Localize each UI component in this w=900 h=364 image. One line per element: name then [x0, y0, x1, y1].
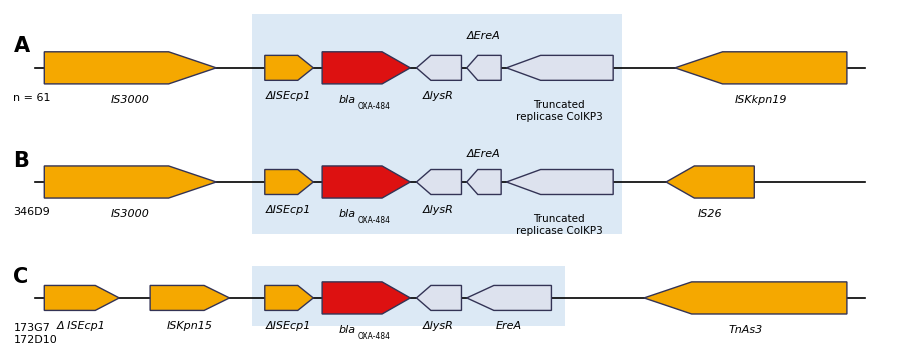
Text: ΔEreA: ΔEreA	[466, 31, 500, 41]
Text: ΔlysR: ΔlysR	[423, 321, 454, 331]
Polygon shape	[417, 285, 462, 310]
Polygon shape	[467, 285, 552, 310]
Text: TnAs3: TnAs3	[728, 325, 762, 335]
Text: EreA: EreA	[496, 321, 522, 331]
Polygon shape	[322, 52, 410, 84]
Text: ΔEreA: ΔEreA	[466, 149, 500, 159]
Text: Δ ISEcp1: Δ ISEcp1	[57, 321, 106, 331]
Text: n = 61: n = 61	[14, 93, 51, 103]
Polygon shape	[644, 282, 847, 314]
Polygon shape	[44, 52, 216, 84]
Text: ISΚkpn19: ISΚkpn19	[734, 95, 787, 104]
Polygon shape	[265, 170, 313, 194]
Polygon shape	[467, 170, 501, 194]
Text: OXA-484: OXA-484	[357, 216, 391, 225]
Text: 346D9: 346D9	[14, 207, 50, 217]
Text: A: A	[14, 36, 30, 56]
Text: ΔISEcp1: ΔISEcp1	[266, 205, 311, 215]
Text: OXA-484: OXA-484	[357, 332, 391, 341]
Text: ΔISEcp1: ΔISEcp1	[266, 91, 311, 101]
Bar	[252, 266, 564, 327]
Polygon shape	[44, 166, 216, 198]
Text: bla: bla	[338, 325, 356, 335]
Text: bla: bla	[338, 95, 356, 104]
Text: ISKpn15: ISKpn15	[166, 321, 212, 331]
Text: ΔISEcp1: ΔISEcp1	[266, 321, 311, 331]
Polygon shape	[322, 166, 410, 198]
Text: ΔlysR: ΔlysR	[423, 91, 454, 101]
Text: C: C	[14, 266, 29, 286]
Polygon shape	[675, 52, 847, 84]
Polygon shape	[417, 170, 462, 194]
Text: bla: bla	[338, 209, 356, 219]
Text: IS3000: IS3000	[111, 95, 149, 104]
Text: 173G7
172D10: 173G7 172D10	[14, 323, 58, 344]
Text: IS26: IS26	[698, 209, 723, 219]
Polygon shape	[265, 285, 313, 310]
Polygon shape	[666, 166, 754, 198]
Polygon shape	[507, 170, 613, 194]
Polygon shape	[265, 55, 313, 80]
Polygon shape	[417, 55, 462, 80]
Polygon shape	[44, 285, 119, 310]
Polygon shape	[507, 55, 613, 80]
Polygon shape	[150, 285, 230, 310]
Text: OXA-484: OXA-484	[357, 102, 391, 111]
Text: Truncated
replicase ColKP3: Truncated replicase ColKP3	[516, 100, 603, 122]
Text: B: B	[14, 151, 30, 171]
Bar	[252, 14, 622, 234]
Text: IS3000: IS3000	[111, 209, 149, 219]
Polygon shape	[322, 282, 410, 314]
Text: Truncated
replicase ColKP3: Truncated replicase ColKP3	[516, 214, 603, 236]
Text: ΔlysR: ΔlysR	[423, 205, 454, 215]
Polygon shape	[467, 55, 501, 80]
